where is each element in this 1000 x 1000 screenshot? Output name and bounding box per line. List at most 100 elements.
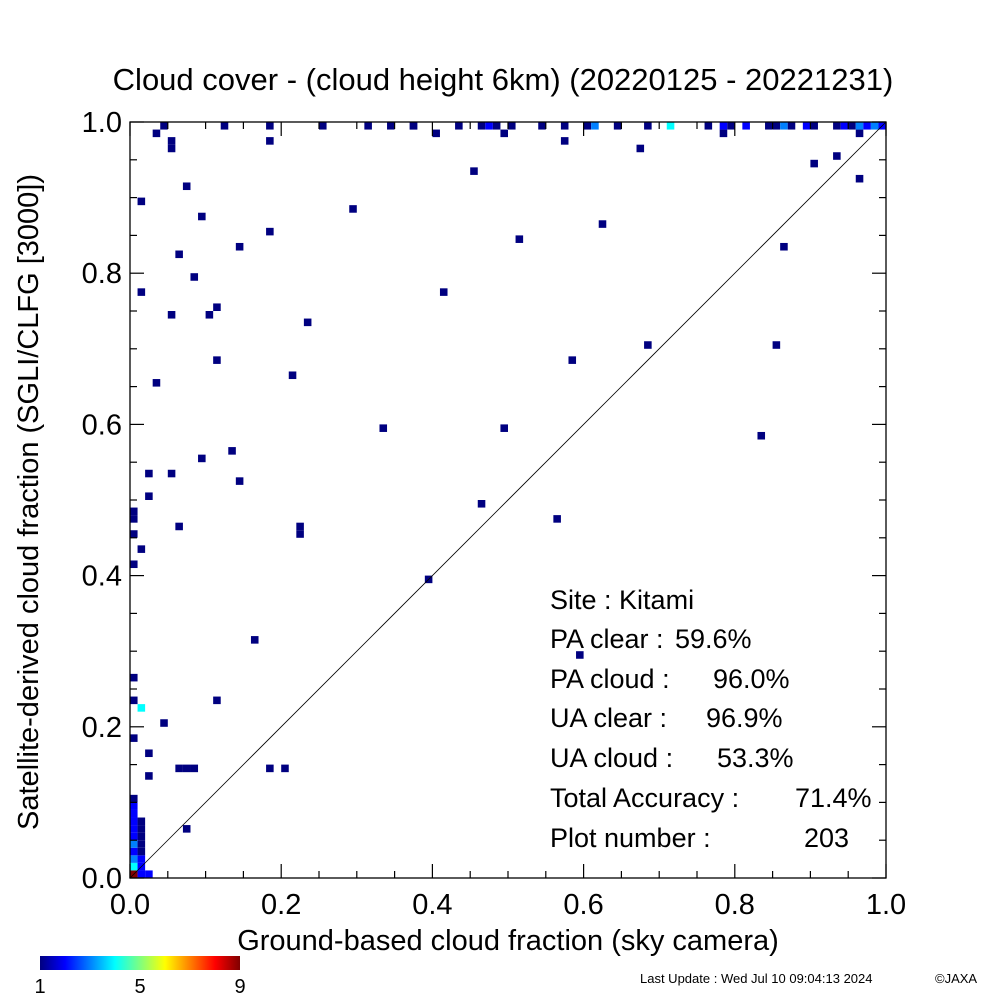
stat-total-accuracy: Total Accuracy : 71.4%: [550, 783, 872, 813]
data-point: [636, 144, 645, 153]
data-point: [137, 870, 146, 878]
x-tick-label: 0.0: [110, 889, 150, 921]
data-point: [220, 122, 229, 130]
x-tick-label: 0.2: [261, 889, 301, 921]
data-point: [266, 764, 274, 773]
data-point: [772, 341, 781, 349]
data-point: [130, 560, 138, 569]
data-point: [145, 492, 153, 500]
data-point: [160, 122, 168, 130]
data-point: [130, 802, 138, 810]
x-tick-label: 0.4: [412, 889, 452, 921]
data-point: [568, 356, 577, 364]
data-point: [833, 122, 841, 130]
stat-plot-number-label: Plot number :: [550, 823, 711, 853]
data-point: [591, 122, 599, 130]
data-points: [130, 122, 886, 878]
x-axis-label: Ground-based cloud fraction (sky camera): [237, 925, 779, 957]
data-point: [198, 212, 206, 221]
data-point: [477, 122, 486, 130]
data-point: [152, 129, 161, 138]
y-tick-label: 0.2: [82, 712, 122, 744]
data-point: [281, 764, 289, 773]
y-tick-label: 1.0: [82, 107, 122, 139]
data-point: [470, 167, 478, 175]
data-point: [719, 122, 728, 130]
stat-pa-cloud: PA cloud : 96.0%: [550, 664, 790, 694]
data-point: [598, 220, 607, 228]
chart-title: Cloud cover - (cloud height 6km) (202201…: [113, 62, 894, 97]
data-point: [266, 122, 274, 130]
data-point: [296, 522, 304, 531]
data-point: [409, 122, 418, 130]
stats-panel: Site : Kitami PA clear : 59.6% PA cloud …: [550, 585, 872, 853]
data-point: [553, 515, 561, 523]
data-point: [137, 855, 146, 863]
stat-pa-cloud-label: PA cloud :: [550, 664, 670, 694]
data-point: [742, 122, 750, 130]
data-point: [266, 137, 274, 145]
data-point: [538, 122, 546, 130]
data-point: [379, 424, 388, 432]
stat-pa-clear-value: 59.6%: [675, 624, 752, 654]
y-tick-label: 0.0: [82, 863, 122, 895]
data-point: [130, 855, 138, 863]
data-point: [152, 379, 161, 387]
data-point: [213, 356, 221, 364]
data-point: [500, 424, 508, 432]
data-point: [137, 704, 146, 712]
colorbar: [40, 956, 240, 970]
stat-total-accuracy-label: Total Accuracy :: [550, 783, 739, 813]
data-point: [439, 288, 448, 296]
data-point: [855, 122, 864, 130]
data-point: [130, 840, 138, 848]
jaxa-credit: ©JAXA: [935, 971, 977, 986]
data-point: [613, 122, 622, 130]
colorbar-tick-min: 1: [34, 976, 45, 998]
data-point: [228, 447, 236, 455]
y-axis-label: Satellite-derived cloud fraction (SGLI/C…: [13, 174, 45, 830]
data-point: [190, 273, 199, 281]
data-point: [666, 122, 675, 130]
data-point: [780, 242, 788, 251]
stat-pa-clear-label: PA clear :: [550, 624, 664, 654]
data-point: [175, 522, 183, 531]
data-point: [130, 507, 138, 516]
stat-site: Site : Kitami: [550, 585, 694, 615]
x-tick-label: 1.0: [866, 889, 906, 921]
y-tick-label: 0.4: [82, 561, 122, 593]
data-point: [182, 825, 191, 833]
data-point: [500, 129, 508, 138]
data-point: [167, 469, 176, 478]
data-point: [704, 122, 713, 130]
stat-ua-clear-label: UA clear :: [550, 703, 667, 733]
data-point: [167, 144, 176, 153]
data-point: [802, 122, 811, 130]
data-point: [175, 250, 183, 259]
stat-ua-cloud-value: 53.3%: [717, 743, 794, 773]
data-point: [130, 817, 138, 826]
data-point: [145, 469, 153, 478]
data-point: [205, 311, 214, 319]
data-point: [198, 454, 206, 463]
data-point: [288, 371, 297, 380]
stat-ua-cloud: UA cloud : 53.3%: [550, 743, 794, 773]
data-point: [477, 500, 486, 508]
data-point: [266, 227, 274, 236]
data-point: [182, 764, 191, 773]
data-point: [485, 122, 493, 130]
y-tick-label: 0.6: [82, 409, 122, 441]
data-point: [145, 870, 153, 878]
last-update-text: Last Update : Wed Jul 10 09:04:13 2024: [640, 971, 872, 986]
stat-ua-cloud-label: UA cloud :: [550, 743, 673, 773]
data-point: [130, 696, 138, 705]
data-point: [235, 477, 244, 485]
data-point: [508, 122, 516, 130]
data-point: [455, 122, 463, 130]
data-point: [250, 636, 259, 644]
data-point: [130, 673, 138, 682]
data-point: [560, 137, 569, 145]
data-point: [810, 159, 818, 168]
stat-site-value: Kitami: [619, 585, 694, 615]
y-tick-label: 0.8: [82, 258, 122, 290]
